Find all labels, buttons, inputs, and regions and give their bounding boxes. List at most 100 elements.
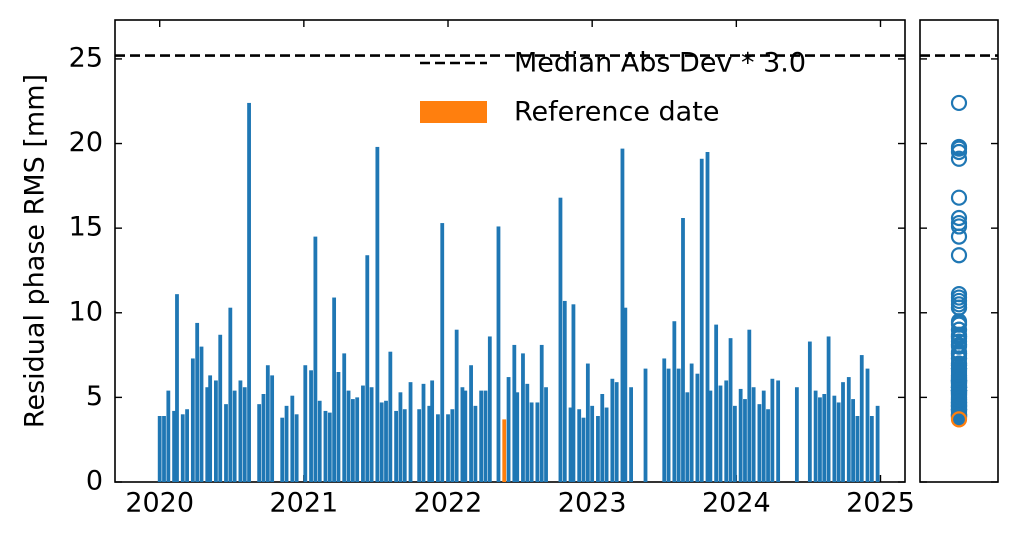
bar [544, 387, 548, 482]
bar [689, 363, 694, 482]
bar [695, 373, 700, 482]
distribution-point [950, 390, 968, 408]
distribution-point [950, 368, 968, 386]
bar [208, 375, 213, 482]
bar [521, 353, 525, 482]
bar [562, 300, 567, 482]
bar [162, 416, 166, 482]
x-tick-label: 2022 [414, 488, 483, 519]
distribution-point [950, 247, 968, 264]
bar [199, 346, 204, 482]
bar [662, 358, 667, 482]
bar [855, 416, 860, 482]
bar [728, 338, 733, 482]
bar [238, 380, 243, 482]
bar [361, 385, 365, 482]
bar [375, 146, 380, 482]
bar [571, 304, 576, 482]
bar [629, 387, 633, 482]
bar [705, 152, 710, 482]
bar [473, 405, 478, 482]
bar [529, 402, 534, 482]
x-tick-label: 2025 [846, 488, 915, 519]
bar [577, 409, 582, 482]
bar [623, 307, 628, 482]
distribution-point [950, 321, 968, 338]
bar [157, 416, 162, 482]
y-tick-label: 20 [69, 127, 103, 158]
bar [732, 405, 737, 482]
bar [515, 392, 520, 482]
y-tick-label: 25 [69, 42, 103, 73]
bar [430, 380, 435, 482]
bar [218, 334, 223, 482]
bar [614, 382, 619, 482]
bar [185, 409, 189, 482]
bar [384, 400, 388, 482]
bar [708, 390, 713, 482]
bar [228, 307, 233, 482]
bar [724, 380, 729, 482]
bar [290, 395, 295, 482]
bar [247, 102, 251, 482]
bar [342, 353, 347, 482]
bar [743, 399, 747, 482]
bar [718, 385, 723, 482]
distribution-point [950, 328, 968, 345]
bar [280, 417, 285, 482]
bar [865, 368, 870, 482]
y-tick-label: 5 [86, 381, 103, 412]
bar [346, 390, 351, 482]
distribution-point [950, 209, 968, 227]
bar [714, 324, 719, 482]
bar [417, 409, 422, 482]
bar [620, 148, 625, 482]
bar [394, 410, 399, 482]
bar [585, 363, 590, 482]
bar [450, 409, 455, 482]
distribution-point [950, 150, 968, 167]
bar [323, 410, 328, 482]
bar [643, 368, 648, 482]
bar [568, 407, 573, 482]
bar [604, 407, 609, 482]
bar [336, 372, 341, 482]
bar [600, 394, 605, 482]
distribution-point [950, 411, 968, 428]
bar [369, 387, 374, 482]
y-tick-label: 10 [69, 296, 103, 327]
bar [807, 341, 812, 482]
bar [232, 390, 237, 482]
bar [672, 321, 677, 482]
bar [826, 336, 831, 482]
bar [421, 383, 426, 482]
distribution-point [950, 143, 968, 161]
bar [270, 375, 275, 482]
bar [388, 351, 393, 482]
bar [581, 417, 586, 482]
bar [869, 416, 874, 482]
y-tick-label: 0 [86, 466, 103, 497]
bar [699, 158, 704, 482]
bar [436, 414, 440, 482]
bar [446, 414, 450, 482]
bar [506, 377, 511, 482]
bar [766, 409, 770, 482]
bar [776, 380, 781, 482]
bar [596, 416, 600, 482]
bar [770, 378, 775, 482]
distribution-point [950, 218, 968, 235]
bar [317, 400, 322, 482]
bar [261, 394, 266, 482]
bar [463, 390, 468, 482]
bar [832, 395, 837, 482]
bar [761, 390, 766, 482]
bar [747, 329, 752, 482]
distribution-point [950, 189, 968, 206]
bar [535, 402, 540, 482]
y-axis-label: Residual phase RMS [mm] [20, 74, 51, 428]
legend-label: Reference date [514, 97, 719, 128]
bar [525, 383, 530, 482]
bar [408, 382, 413, 482]
